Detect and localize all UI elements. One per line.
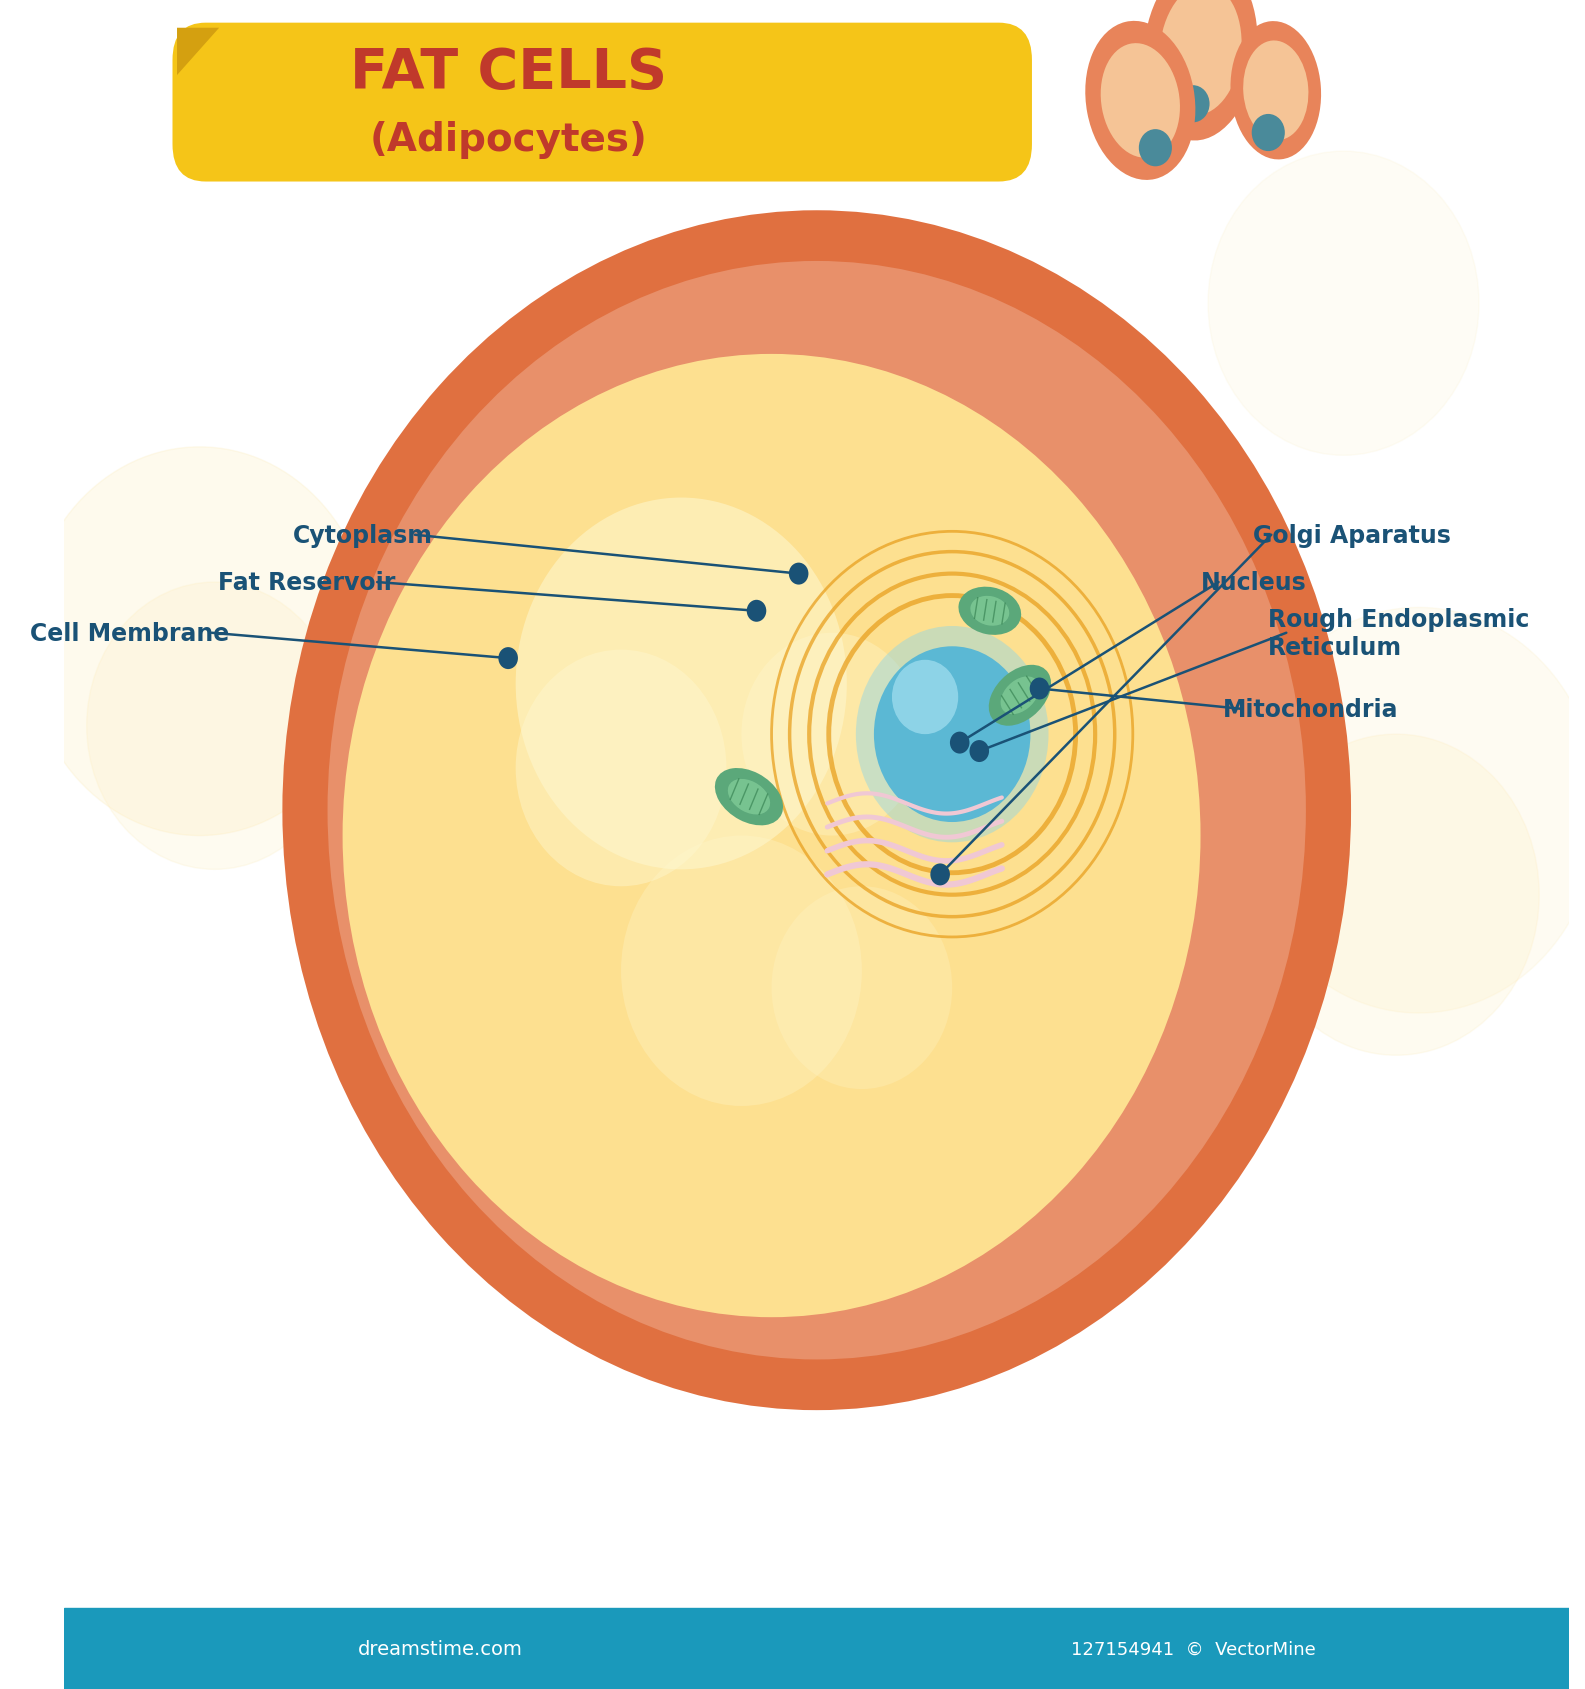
Ellipse shape — [989, 665, 1051, 726]
Ellipse shape — [1100, 44, 1179, 159]
Circle shape — [1138, 130, 1171, 167]
Text: Rough Endoplasmic
Reticulum: Rough Endoplasmic Reticulum — [1268, 608, 1530, 659]
Circle shape — [282, 211, 1350, 1410]
Ellipse shape — [970, 596, 1010, 627]
Circle shape — [498, 649, 518, 671]
Circle shape — [930, 865, 949, 887]
Ellipse shape — [1000, 677, 1040, 714]
Circle shape — [892, 660, 959, 735]
Polygon shape — [178, 29, 219, 76]
Circle shape — [742, 633, 922, 836]
Text: dreamstime.com: dreamstime.com — [358, 1638, 523, 1659]
Text: 127154941  ©  VectorMine: 127154941 © VectorMine — [1070, 1640, 1316, 1657]
Text: Cytoplasm: Cytoplasm — [293, 524, 433, 547]
Text: Fat Reservoir: Fat Reservoir — [217, 571, 395, 595]
Ellipse shape — [1230, 22, 1320, 160]
Ellipse shape — [1143, 0, 1257, 142]
Circle shape — [515, 498, 846, 870]
Bar — [63, 1608, 1569, 1689]
Text: FAT CELLS: FAT CELLS — [350, 46, 667, 100]
Ellipse shape — [959, 588, 1021, 635]
Circle shape — [621, 836, 862, 1106]
Text: (Adipocytes): (Adipocytes) — [369, 122, 648, 159]
Circle shape — [789, 564, 808, 584]
Ellipse shape — [1160, 0, 1241, 117]
Circle shape — [772, 887, 953, 1089]
Ellipse shape — [728, 779, 770, 816]
Circle shape — [1252, 115, 1285, 152]
Circle shape — [1030, 679, 1049, 701]
Ellipse shape — [1086, 22, 1195, 181]
Circle shape — [515, 650, 726, 887]
Circle shape — [1254, 735, 1539, 1056]
Ellipse shape — [715, 768, 783, 826]
Circle shape — [1176, 86, 1209, 123]
Text: Cell Membrane: Cell Membrane — [30, 622, 230, 645]
Circle shape — [328, 262, 1306, 1360]
Circle shape — [856, 627, 1049, 843]
FancyBboxPatch shape — [173, 24, 1032, 182]
Text: Golgi Aparatus: Golgi Aparatus — [1254, 524, 1452, 547]
Text: Mitochondria: Mitochondria — [1224, 698, 1398, 721]
Circle shape — [970, 740, 989, 763]
Circle shape — [1238, 608, 1585, 1013]
Circle shape — [27, 448, 372, 836]
Circle shape — [747, 601, 766, 622]
Circle shape — [1208, 152, 1479, 456]
Ellipse shape — [1243, 42, 1308, 140]
Text: Nucleus: Nucleus — [1200, 571, 1306, 595]
Circle shape — [873, 647, 1030, 823]
Circle shape — [87, 583, 342, 870]
Circle shape — [342, 355, 1200, 1317]
Circle shape — [949, 733, 970, 753]
